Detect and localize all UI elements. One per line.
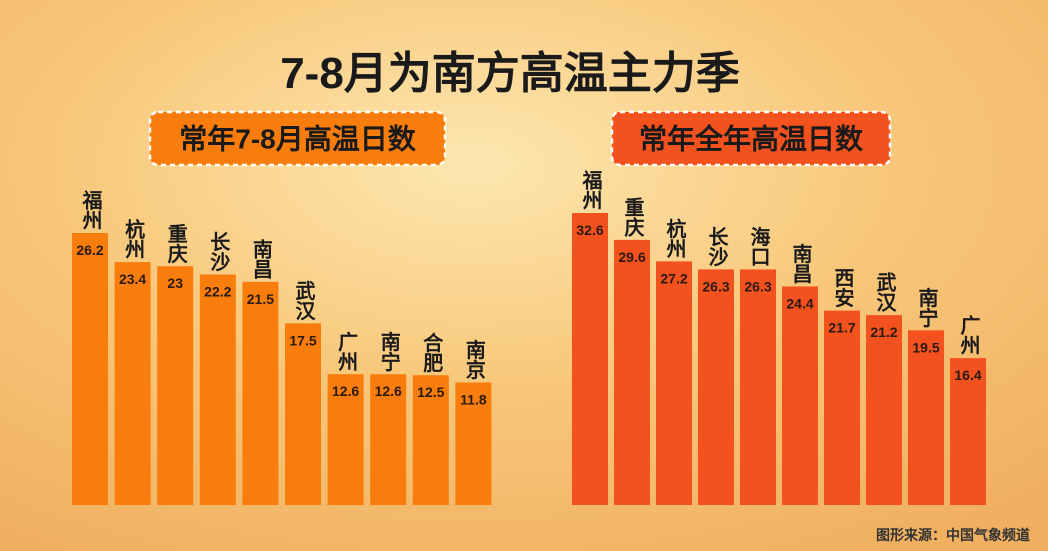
bar <box>114 262 151 505</box>
bar <box>572 213 608 505</box>
bar <box>656 261 692 505</box>
bar <box>199 274 236 505</box>
bar <box>614 239 650 506</box>
category-label: 南京 <box>462 339 485 379</box>
category-label: 重庆 <box>164 223 187 264</box>
value-label: 19.5 <box>912 339 939 355</box>
category-label: 南昌 <box>249 238 272 279</box>
category-label: 武汉 <box>873 272 896 313</box>
category-label: 长沙 <box>207 231 230 271</box>
value-label: 27.2 <box>660 270 687 286</box>
category-label: 武汉 <box>292 280 315 321</box>
value-label: 22.2 <box>204 284 231 300</box>
category-label: 杭州 <box>122 218 145 259</box>
value-label: 12.5 <box>417 384 444 400</box>
value-label: 24.4 <box>786 295 813 311</box>
bar <box>285 323 321 505</box>
value-label: 16.4 <box>954 367 981 383</box>
chart-subtitle: 常年7-8月高温日数 <box>179 123 416 155</box>
category-label: 福州 <box>79 190 103 230</box>
category-label: 海口 <box>747 225 770 266</box>
category-label: 长沙 <box>705 226 728 266</box>
value-label: 23 <box>167 275 183 291</box>
value-label: 12.6 <box>332 383 359 399</box>
category-label: 南宁 <box>377 331 400 371</box>
bar <box>698 269 734 505</box>
bar <box>157 266 194 505</box>
category-label: 广州 <box>957 314 980 355</box>
value-label: 26.2 <box>76 242 103 258</box>
bar <box>866 315 902 505</box>
bar <box>950 358 986 505</box>
bar <box>327 374 364 505</box>
bar <box>455 382 492 505</box>
category-label: 福州 <box>579 170 603 210</box>
value-label: 29.6 <box>618 249 645 265</box>
value-label: 32.6 <box>576 222 603 238</box>
category-label: 西安 <box>831 268 854 309</box>
bar <box>824 310 860 505</box>
chart-subtitle: 常年全年高温日数 <box>639 123 864 155</box>
category-label: 杭州 <box>663 217 686 258</box>
bar <box>740 269 776 505</box>
bar <box>908 330 944 505</box>
value-label: 12.6 <box>375 383 402 399</box>
value-label: 21.2 <box>870 324 897 340</box>
bar <box>412 375 449 505</box>
value-label: 21.5 <box>247 291 274 307</box>
value-label: 23.4 <box>119 271 146 287</box>
category-label: 南宁 <box>915 287 938 327</box>
category-label: 南昌 <box>789 243 812 284</box>
subtitle-box <box>610 110 892 167</box>
page-title: 7-8月为南方高温主力季 <box>280 49 740 98</box>
value-label: 21.7 <box>828 320 855 336</box>
bar <box>72 233 108 505</box>
source: 图形来源：中国气象频道 <box>876 527 1030 543</box>
value-label: 26.3 <box>744 278 771 294</box>
value-label: 17.5 <box>289 332 316 348</box>
bar <box>370 374 407 505</box>
bar <box>242 281 279 505</box>
bar <box>782 286 818 505</box>
category-label: 广州 <box>335 330 358 371</box>
category-label: 重庆 <box>621 196 644 237</box>
value-label: 26.3 <box>702 278 729 294</box>
category-label: 合肥 <box>420 331 443 373</box>
value-label: 11.8 <box>460 391 487 407</box>
subtitle-box <box>148 110 447 167</box>
